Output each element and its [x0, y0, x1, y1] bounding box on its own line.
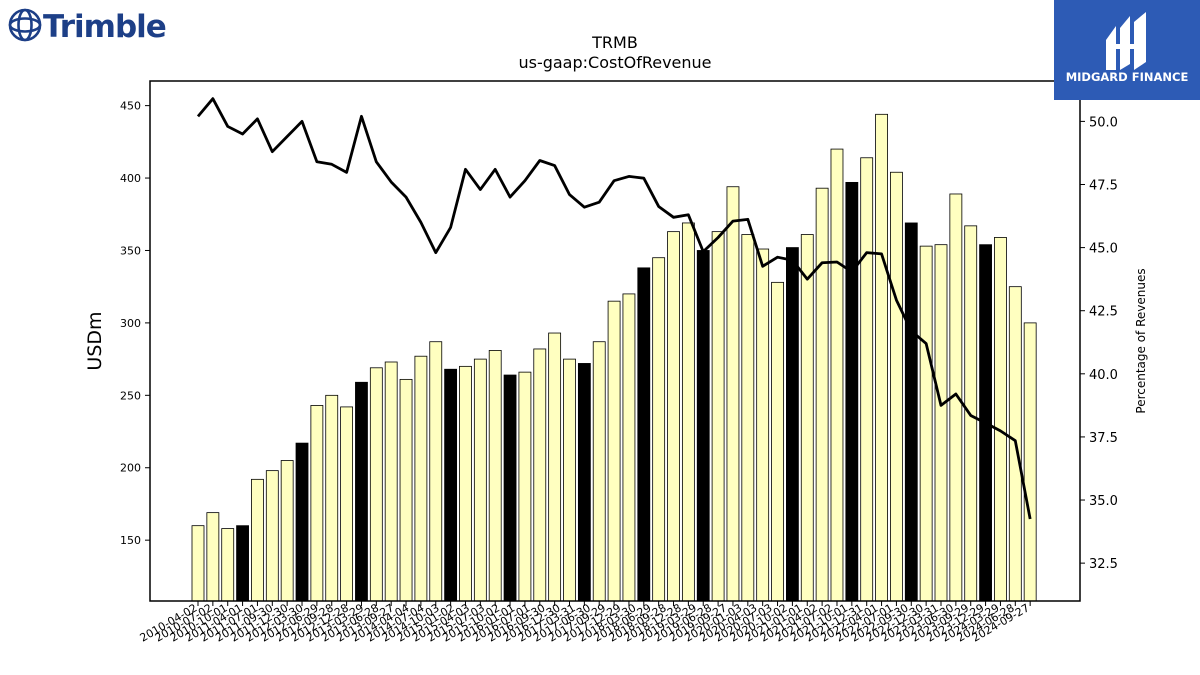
- bar: [369, 367, 383, 602]
- x-axis-ticks: 2010-04-022010-07-022010-10-012011-04-01…: [138, 601, 1032, 645]
- bar: [815, 187, 829, 602]
- y-right-tick-label: 42.5: [1089, 305, 1118, 320]
- bar: [473, 358, 487, 602]
- y-tick-label: 450: [120, 100, 141, 113]
- y-axis-left-label: USDm: [84, 311, 106, 370]
- percentage-line: [196, 97, 1032, 520]
- bar: [607, 300, 621, 602]
- y-right-tick-label: 40.0: [1089, 368, 1118, 383]
- bar: [845, 181, 859, 602]
- plot-frame: [149, 80, 1081, 602]
- bar-series: [191, 113, 1037, 602]
- bar: [384, 361, 398, 602]
- y-right-tick-label: 50.0: [1089, 115, 1118, 130]
- bar: [637, 267, 651, 602]
- midgard-emblem-icon: [1106, 12, 1146, 70]
- bar: [875, 113, 888, 602]
- bar: [280, 460, 294, 602]
- midgard-finance-logo: MIDGARD FINANCE: [1054, 0, 1200, 100]
- bar: [444, 368, 458, 602]
- bar: [414, 355, 428, 602]
- bar: [1023, 322, 1037, 602]
- bar: [830, 148, 844, 602]
- bar: [652, 257, 666, 602]
- bar: [533, 348, 547, 602]
- bar: [681, 222, 695, 602]
- bar: [340, 406, 354, 602]
- bar: [503, 374, 517, 602]
- bar: [399, 378, 413, 602]
- bar: [459, 365, 472, 602]
- line-series: [196, 97, 1032, 520]
- bar: [191, 525, 205, 602]
- bar: [890, 171, 903, 602]
- y-right-tick-label: 32.5: [1089, 557, 1118, 572]
- bar: [756, 248, 770, 602]
- chart-subtitle: us-gaap:CostOfRevenue: [518, 53, 711, 72]
- bar: [860, 157, 874, 602]
- bar: [206, 512, 220, 602]
- bar: [726, 186, 740, 602]
- bar: [577, 363, 591, 602]
- chart-title: TRMB: [591, 33, 638, 52]
- bar: [221, 528, 235, 602]
- bar: [265, 470, 279, 602]
- bar: [711, 231, 725, 602]
- bar: [800, 234, 814, 602]
- bar: [919, 245, 933, 602]
- bar: [518, 371, 532, 602]
- bar: [548, 332, 562, 602]
- trimble-logo: Trimble: [8, 8, 167, 45]
- y-tick-label: 200: [120, 462, 141, 475]
- y-tick-label: 350: [120, 244, 141, 257]
- y-axis-right-label: Percentage of Revenues: [1134, 268, 1148, 413]
- bar: [904, 222, 918, 602]
- bar: [771, 281, 784, 602]
- bar: [325, 394, 339, 602]
- y-right-tick-label: 47.5: [1089, 178, 1118, 193]
- trimble-globe-icon: [8, 8, 42, 42]
- bar: [236, 525, 249, 602]
- bar: [429, 341, 443, 602]
- bar: [994, 237, 1007, 602]
- bar: [741, 234, 755, 602]
- bar: [696, 250, 710, 602]
- y-right-tick-label: 45.0: [1089, 242, 1118, 257]
- y-right-tick-label: 35.0: [1089, 494, 1118, 509]
- bar: [592, 341, 606, 602]
- bar: [563, 358, 576, 602]
- y-axis-left-ticks: 150 200 250 300 350 400 450: [120, 100, 150, 547]
- bar: [295, 442, 309, 602]
- trimble-wordmark: Trimble: [43, 9, 166, 45]
- y-tick-label: 150: [120, 534, 141, 547]
- bar: [251, 478, 264, 602]
- y-tick-label: 400: [120, 172, 141, 185]
- y-tick-label: 300: [120, 317, 141, 330]
- midgard-wordmark: MIDGARD FINANCE: [1066, 70, 1189, 84]
- bar: [786, 247, 799, 602]
- bar: [488, 350, 502, 602]
- y-right-tick-label: 37.5: [1089, 431, 1118, 446]
- bar: [355, 381, 368, 602]
- y-axis-right-ticks: 32.5 35.0 37.5 40.0 42.5 45.0 47.5 50.0: [1080, 115, 1118, 572]
- axes: [149, 80, 1081, 602]
- y-tick-label: 250: [120, 389, 141, 402]
- bar: [310, 405, 324, 602]
- bar: [622, 293, 636, 602]
- bar: [934, 244, 948, 602]
- bar: [667, 231, 680, 602]
